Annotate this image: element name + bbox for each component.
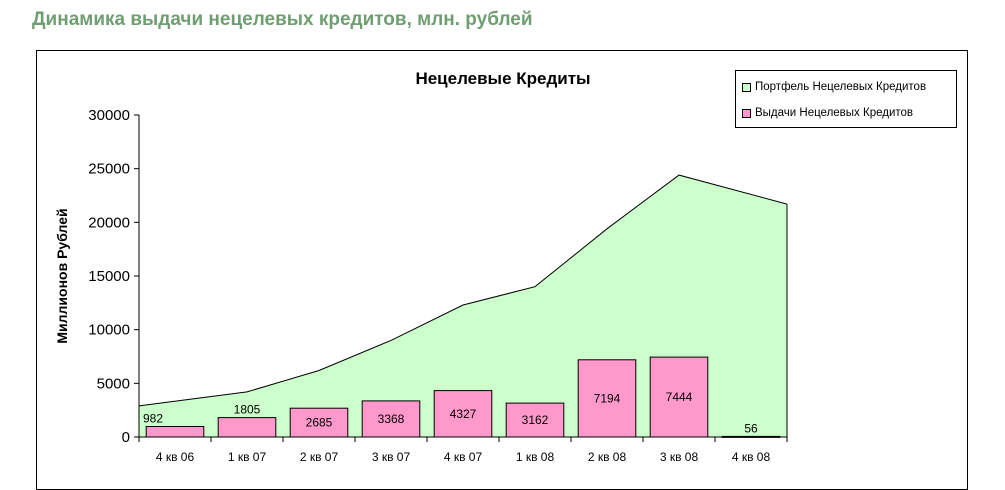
legend-label-portfolio: Портфель Нецелевых Кредитов	[755, 81, 927, 93]
bar-issuance	[433, 390, 493, 438]
x-tick-label: 2 кв 08	[588, 450, 627, 464]
bar-data-label: 3368	[378, 412, 405, 426]
y-tick-label: 10000	[88, 322, 130, 339]
page-heading: Динамика выдачи нецелевых кредитов, млн.…	[32, 9, 533, 30]
y-tick-label: 15000	[88, 268, 130, 285]
x-tick-label: 4 кв 06	[156, 450, 195, 464]
bar-data-label: 4327	[450, 407, 477, 421]
x-tick-label: 3 кв 07	[372, 450, 411, 464]
x-tick-label: 4 кв 08	[732, 450, 771, 464]
x-tick-label: 1 кв 08	[516, 450, 555, 464]
bar-issuance	[577, 359, 637, 438]
legend-swatch-issuance	[742, 108, 751, 118]
bar-issuance	[649, 356, 709, 438]
x-tick-label: 2 кв 07	[300, 450, 339, 464]
bar-issuance	[217, 417, 277, 438]
bar-data-label: 7194	[594, 391, 621, 405]
x-tick-label: 1 кв 07	[228, 450, 267, 464]
area-portfolio-line	[138, 174, 788, 407]
legend-item-portfolio: Портфель Нецелевых Кредитов	[742, 80, 926, 94]
legend-swatch-portfolio	[742, 82, 751, 92]
axis-layer: 0 5000 10000 15000 20000 25000 30000 4 кв 06 1 к…	[88, 107, 788, 464]
x-tick-label: 4 кв 07	[444, 450, 483, 464]
chart-title: Нецелевые Кредиты	[415, 69, 590, 88]
y-tick-label: 20000	[88, 214, 130, 231]
bar-data-label: 7444	[666, 390, 693, 404]
bar-data-label: 1805	[234, 403, 261, 417]
chart: 982 1805 2685 3368 4327 3162 7194 7444 56 0 5000 1…	[54, 69, 788, 464]
legend-item-issuance: Выдачи Нецелевых Кредитов	[742, 106, 913, 120]
bar-data-label: 2685	[306, 416, 333, 430]
y-tick-label: 25000	[88, 161, 130, 178]
legend: Портфель Нецелевых Кредитов Выдачи Нецел…	[735, 70, 957, 128]
bar-issuance	[145, 426, 205, 438]
bar-issuance	[505, 402, 565, 438]
y-tick-label: 0	[122, 429, 130, 446]
bar-layer: 982 1805 2685 3368 4327 3162 7194 7444 56	[143, 356, 781, 438]
bar-issuance	[289, 407, 349, 438]
y-axis-title: Миллионов Рублей	[54, 208, 70, 343]
y-tick-label: 5000	[97, 375, 130, 392]
y-tick-label: 30000	[88, 107, 130, 124]
bar-data-label: 3162	[522, 413, 549, 427]
bar-issuance	[361, 400, 421, 438]
bar-data-label: 56	[744, 421, 758, 435]
bar-data-label: 982	[143, 412, 163, 426]
x-tick-label: 3 кв 08	[660, 450, 699, 464]
legend-label-issuance: Выдачи Нецелевых Кредитов	[755, 107, 914, 119]
